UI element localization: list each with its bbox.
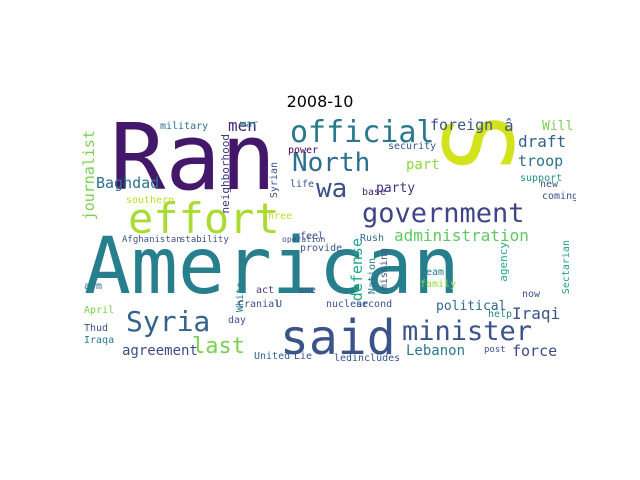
word-cloud-word: defense [348,238,366,302]
word-cloud-word: neighborhood [219,134,232,214]
word-cloud-word: Cranial [238,299,281,310]
word-cloud-word: Will [542,119,574,134]
word-cloud-word: United [254,351,291,362]
word-cloud-word: â [504,118,514,135]
word-cloud-word: nuclear [326,299,369,310]
word-cloud-word: support [520,173,563,184]
word-cloud-word: foreign [430,118,494,134]
word-cloud-word: coming [542,191,576,202]
word-cloud-word: Ran [110,118,277,211]
word-cloud-word: second [356,299,393,310]
word-cloud-word: last [192,334,245,359]
word-cloud-word: one [298,285,317,296]
word-cloud: Ran S American said effort official Nort… [80,118,576,366]
word-cloud-word: now [522,289,541,300]
word-cloud-word: political [436,299,507,314]
word-cloud-word: led [334,353,353,364]
word-cloud-word: official [290,118,435,150]
word-cloud-word: Syria [126,305,211,338]
word-cloud-word: new [540,179,559,190]
word-cloud-word: Baghdad [96,174,160,192]
word-cloud-word: life [290,179,315,190]
word-cloud-word: administration [394,226,529,245]
word-cloud-word: southern [126,195,175,206]
word-cloud-word: Iraqi [512,304,561,323]
word-cloud-word: effort [128,194,280,243]
word-cloud-word: journalist [80,130,98,221]
word-cloud-word: minister [402,316,533,347]
word-cloud-word: government [362,198,525,229]
word-cloud-word: act [256,285,275,296]
word-cloud-word: arm [84,281,103,292]
chart-title: 2008-10 [286,92,354,111]
word-cloud-word: team [420,267,445,278]
word-cloud-word: war [240,119,259,130]
word-cloud-word: part [406,157,440,173]
word-cloud-word: base [362,187,387,198]
word-cloud-word: Sectarian [561,240,572,295]
word-cloud-word: April [84,305,115,316]
word-cloud-word: three [262,211,293,222]
word-cloud-word: Nation [367,258,378,295]
word-cloud-word: Lebanon [406,343,466,359]
word-cloud-word: Thud [84,323,109,334]
word-cloud-word: draft [518,132,567,151]
word-cloud-word: troop [518,152,564,170]
word-cloud-word: Lie [294,351,313,362]
word-cloud-word: military [160,121,209,132]
word-cloud-word: post [484,345,506,355]
word-cloud-word: provide [300,243,343,254]
word-cloud-word: agency [497,242,510,282]
word-cloud-word: Iraqa [84,335,115,346]
word-cloud-word: wa [316,174,348,204]
word-cloud-word: Rush [360,233,385,244]
word-cloud-word: U [276,299,283,310]
word-cloud-word: men [228,118,257,135]
word-cloud-word: help [488,309,513,320]
word-cloud-word: Afghanistan [122,235,182,245]
word-cloud-word: North [292,148,371,178]
word-cloud-word: said [280,310,396,366]
word-cloud-word: security [388,141,437,152]
word-cloud-word: American [84,222,460,312]
word-cloud-word: party [376,181,416,196]
word-cloud-word: feel [300,231,325,242]
word-cloud-word: day [228,315,247,326]
word-cloud-word: power [288,145,319,156]
word-cloud-word: includes [352,353,401,364]
word-cloud-word: missing [379,248,390,291]
word-cloud-word: force [512,342,558,360]
word-cloud-word: operation [282,235,326,244]
word-cloud-word: agreement [122,343,198,359]
word-cloud-word: Syrian [269,162,280,199]
word-cloud-word: family [420,279,457,290]
word-cloud-word: stability [180,235,229,245]
